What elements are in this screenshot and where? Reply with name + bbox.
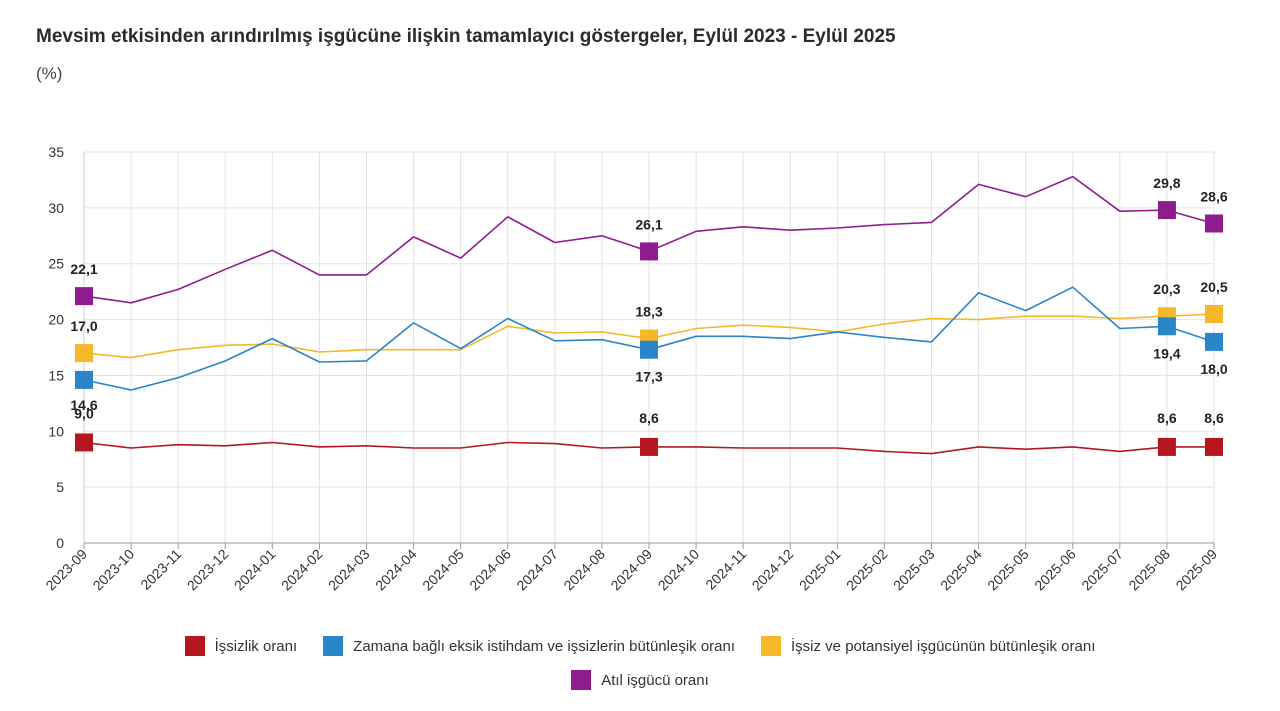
data-label: 20,3 <box>1153 281 1180 297</box>
y-tick-label: 5 <box>56 479 64 495</box>
legend-swatch <box>323 636 344 656</box>
data-label: 17,3 <box>635 369 662 385</box>
legend-label: Atıl işgücü oranı <box>601 671 709 689</box>
data-label: 18,0 <box>1200 361 1227 377</box>
y-tick-label: 15 <box>48 367 64 383</box>
data-label: 22,1 <box>70 261 97 277</box>
legend-swatch <box>184 636 205 656</box>
x-tick-label: 2024-10 <box>655 546 703 594</box>
x-tick-label: 2023-10 <box>90 546 138 594</box>
x-tick-label: 2024-11 <box>702 546 749 593</box>
legend-item-unemployment[interactable]: İşsizlik oranı <box>184 636 298 656</box>
unit-label: (%) <box>36 64 63 83</box>
data-marker <box>1205 437 1223 456</box>
data-label: 20,5 <box>1200 279 1227 295</box>
line-chart: 0 5 10 15 20 25 30 35 2023-09 2023-10 2023-11 2023-… <box>42 144 1227 594</box>
legend-row-2: Atıl işgücü oranı <box>0 670 1280 690</box>
legend-swatch <box>571 670 592 690</box>
y-tick-label: 25 <box>48 256 64 272</box>
x-tick-label: 2025-05 <box>984 546 1032 594</box>
data-label: 28,6 <box>1200 188 1227 204</box>
data-marker <box>75 433 93 452</box>
y-tick-label: 10 <box>48 423 64 439</box>
data-marker <box>640 437 658 456</box>
x-tick-label: 2024-06 <box>466 546 514 594</box>
y-tick-label: 0 <box>56 535 64 551</box>
data-label: 29,8 <box>1153 175 1180 191</box>
data-label: 8,6 <box>1157 410 1177 426</box>
legend-label: Zamana bağlı eksik istihdam ve işsizleri… <box>353 637 736 655</box>
data-label: 8,6 <box>1204 410 1224 426</box>
x-tick-label: 2025-08 <box>1125 546 1173 594</box>
x-tick-label: 2024-03 <box>325 546 373 594</box>
data-label: 26,1 <box>635 216 662 232</box>
x-tick-label: 2024-12 <box>749 546 797 594</box>
legend-label: İşsizlik oranı <box>214 637 298 655</box>
legend-item-underutilization[interactable]: Atıl işgücü oranı <box>571 670 709 690</box>
x-tick-label: 2024-04 <box>372 546 420 594</box>
x-tick-label: 2025-07 <box>1078 546 1126 594</box>
data-marker <box>1205 214 1223 233</box>
x-tick-label: 2024-05 <box>419 546 467 594</box>
data-marker <box>1157 201 1176 220</box>
x-tick-label: 2024-01 <box>231 546 279 594</box>
data-label: 9,0 <box>74 405 94 421</box>
data-marker <box>1205 304 1223 323</box>
data-label: 8,6 <box>639 410 659 426</box>
data-marker <box>75 370 93 389</box>
data-marker <box>75 344 93 363</box>
data-marker <box>640 242 658 261</box>
x-tick-label: 2025-03 <box>890 546 938 594</box>
x-tick-label: 2024-08 <box>560 546 608 594</box>
x-tick-label: 2024-02 <box>278 546 326 594</box>
y-tick-label: 20 <box>48 312 64 328</box>
data-label: 19,4 <box>1153 345 1180 361</box>
y-tick-label: 30 <box>48 200 64 216</box>
y-tick-label: 35 <box>48 144 64 160</box>
x-tick-label: 2024-07 <box>513 546 561 594</box>
data-marker <box>75 287 93 306</box>
data-label: 18,3 <box>635 304 662 320</box>
data-marker <box>1205 332 1223 351</box>
data-marker <box>1157 437 1176 456</box>
x-tick-label: 2023-11 <box>137 546 184 593</box>
legend: İşsizlik oranı Zamana bağlı eksik istihd… <box>0 636 1280 704</box>
data-label: 14,6 <box>70 397 97 413</box>
legend-label: İşsiz ve potansiyel işgücünün bütünleşik… <box>791 637 1096 655</box>
legend-item-time-related[interactable]: Zamana bağlı eksik istihdam ve işsizleri… <box>323 636 735 656</box>
x-tick-label: 2023-12 <box>184 546 232 594</box>
x-tick-label: 2025-04 <box>937 546 985 594</box>
data-label: 17,0 <box>70 318 97 334</box>
chart-title: Mevsim etkisinden arındırılmış işgücüne … <box>36 26 896 47</box>
x-tick-label: 2025-02 <box>843 546 891 594</box>
x-tick-label: 2025-01 <box>796 546 844 594</box>
x-tick-label: 2025-09 <box>1172 546 1220 594</box>
x-tick-label: 2025-06 <box>1031 546 1079 594</box>
legend-row-1: İşsizlik oranı Zamana bağlı eksik istihd… <box>0 636 1280 656</box>
x-tick-label: 2023-09 <box>42 546 90 594</box>
data-marker <box>1157 317 1176 336</box>
legend-swatch <box>761 636 782 656</box>
x-tick-label: 2024-09 <box>607 546 655 594</box>
legend-item-potential[interactable]: İşsiz ve potansiyel işgücünün bütünleşik… <box>761 636 1095 656</box>
data-marker <box>640 340 658 359</box>
